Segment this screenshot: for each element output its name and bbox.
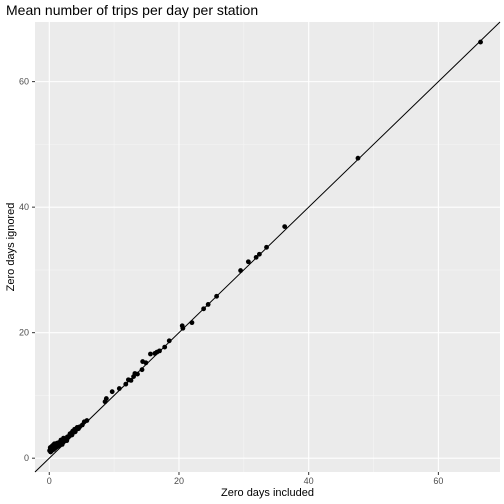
data-point [50, 445, 56, 450]
data-point [256, 251, 262, 257]
data-point [264, 244, 269, 250]
data-point [148, 351, 153, 357]
data-points [47, 39, 483, 455]
data-point [76, 426, 81, 432]
data-point [253, 254, 259, 260]
y-tick-label: 40 [19, 202, 29, 212]
data-point [214, 293, 219, 299]
data-point [69, 432, 75, 438]
data-point [205, 302, 211, 307]
data-point [201, 306, 207, 312]
y-axis-ticks: 0 20 40 60 [19, 77, 35, 463]
data-point [131, 374, 136, 380]
y-tick-label: 0 [24, 453, 29, 463]
minor-gridlines [35, 22, 500, 472]
data-point [64, 438, 70, 444]
data-point [55, 443, 61, 449]
data-point [59, 441, 65, 447]
data-point [123, 381, 129, 387]
data-point [179, 323, 185, 329]
major-gridlines [35, 22, 500, 472]
data-point [140, 359, 146, 364]
data-point [139, 367, 145, 373]
x-axis-title: Zero days included [221, 487, 314, 499]
chart-title: Mean number of trips per day per station [6, 2, 258, 18]
x-tick-label: 40 [304, 476, 314, 486]
y-tick-label: 20 [19, 328, 29, 338]
data-point [238, 268, 243, 273]
x-axis-ticks: 0 20 40 60 [47, 472, 443, 486]
data-point [282, 224, 288, 230]
data-point [116, 386, 122, 391]
y-tick-label: 60 [19, 77, 29, 87]
data-point [355, 155, 361, 161]
x-tick-label: 60 [433, 476, 443, 486]
data-point [109, 389, 115, 395]
data-point [72, 429, 78, 435]
data-point [152, 350, 158, 356]
plot-panel [34, 21, 501, 473]
data-point [189, 320, 195, 326]
data-point [125, 377, 131, 383]
data-point [478, 39, 483, 45]
data-point [102, 399, 108, 405]
y-axis-title: Zero days ignored [5, 203, 17, 292]
data-point [245, 259, 251, 265]
data-point [166, 338, 172, 344]
x-tick-label: 20 [174, 476, 184, 486]
x-tick-label: 0 [47, 476, 52, 486]
data-point [162, 344, 168, 350]
